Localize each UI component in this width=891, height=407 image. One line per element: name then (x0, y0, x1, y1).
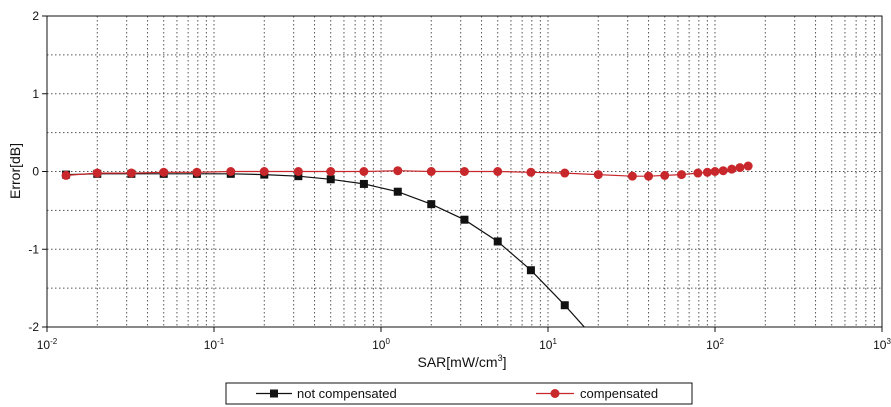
data-point-circle (676, 170, 686, 180)
data-point-circle (735, 163, 745, 173)
x-tick-label: 101 (539, 337, 557, 352)
data-point-circle (560, 168, 570, 178)
y-tick-label: 2 (32, 9, 39, 23)
x-tick-label: 100 (372, 337, 390, 352)
x-tick-label: 10-2 (37, 337, 58, 352)
legend-item-compensated: compensated (536, 386, 658, 401)
data-point-circle (593, 170, 603, 180)
series-not-compensated (62, 169, 585, 327)
data-point-circle (644, 171, 654, 181)
series-line (65, 173, 585, 327)
data-point-square (393, 187, 402, 196)
x-tick-label: 102 (706, 337, 724, 352)
data-point-circle (743, 161, 753, 171)
legend-label-not-compensated: not compensated (297, 386, 397, 401)
legend: not compensated compensated (225, 382, 693, 405)
data-point-circle (293, 167, 303, 176)
data-point-circle (459, 167, 469, 176)
data-point-square (427, 200, 436, 209)
data-point-circle (192, 167, 202, 177)
legend-label-compensated: compensated (580, 386, 658, 401)
legend-marker-circle (550, 389, 560, 398)
data-point-circle (627, 171, 637, 181)
data-point-circle (61, 170, 71, 180)
data-point-circle (326, 167, 336, 176)
axes: 210-1-210-2 10-1 100 101 102 103 (28, 9, 891, 352)
data-point-square (326, 175, 335, 184)
y-tick-label: -2 (28, 320, 39, 334)
series-compensated (61, 161, 753, 181)
data-point-circle (660, 170, 670, 180)
x-axis-label-text: SAR[mW/cm (417, 354, 497, 370)
data-point-square (493, 237, 502, 246)
data-point-circle (693, 168, 703, 178)
y-tick-label: 0 (32, 165, 39, 179)
data-point-square (359, 179, 368, 188)
data-point-circle (359, 167, 369, 176)
data-point-circle (126, 168, 136, 178)
data-point-circle (426, 167, 436, 176)
x-axis-label: SAR[mW/cm3] (417, 353, 506, 370)
data-point-circle (718, 166, 728, 176)
x-tick-label: 103 (873, 337, 891, 352)
data-point-square (560, 301, 569, 310)
data-point-circle (526, 167, 536, 177)
data-point-square (460, 215, 469, 224)
data-point-square (294, 172, 303, 181)
x-tick-label: 10-1 (204, 337, 225, 352)
data-point-circle (710, 167, 720, 176)
x-axis-label-superscript: 3 (498, 353, 503, 363)
legend-marker-square (270, 389, 278, 398)
legend-box (225, 382, 693, 405)
data-point-circle (92, 168, 102, 178)
x-axis-label-end: ] (503, 354, 507, 370)
y-tick-label: -1 (28, 242, 39, 256)
data-point-circle (702, 167, 712, 177)
data-point-square (526, 266, 535, 275)
legend-item-not-compensated: not compensated (256, 386, 397, 401)
data-point-circle (393, 166, 403, 176)
data-point-circle (226, 167, 236, 176)
series-layer (61, 161, 753, 327)
data-point-circle (159, 167, 169, 177)
data-point-circle (727, 164, 737, 174)
data-point-circle (259, 167, 269, 176)
y-axis-label: Error[dB] (7, 143, 23, 199)
data-point-circle (493, 167, 503, 176)
y-tick-label: 1 (32, 87, 39, 101)
